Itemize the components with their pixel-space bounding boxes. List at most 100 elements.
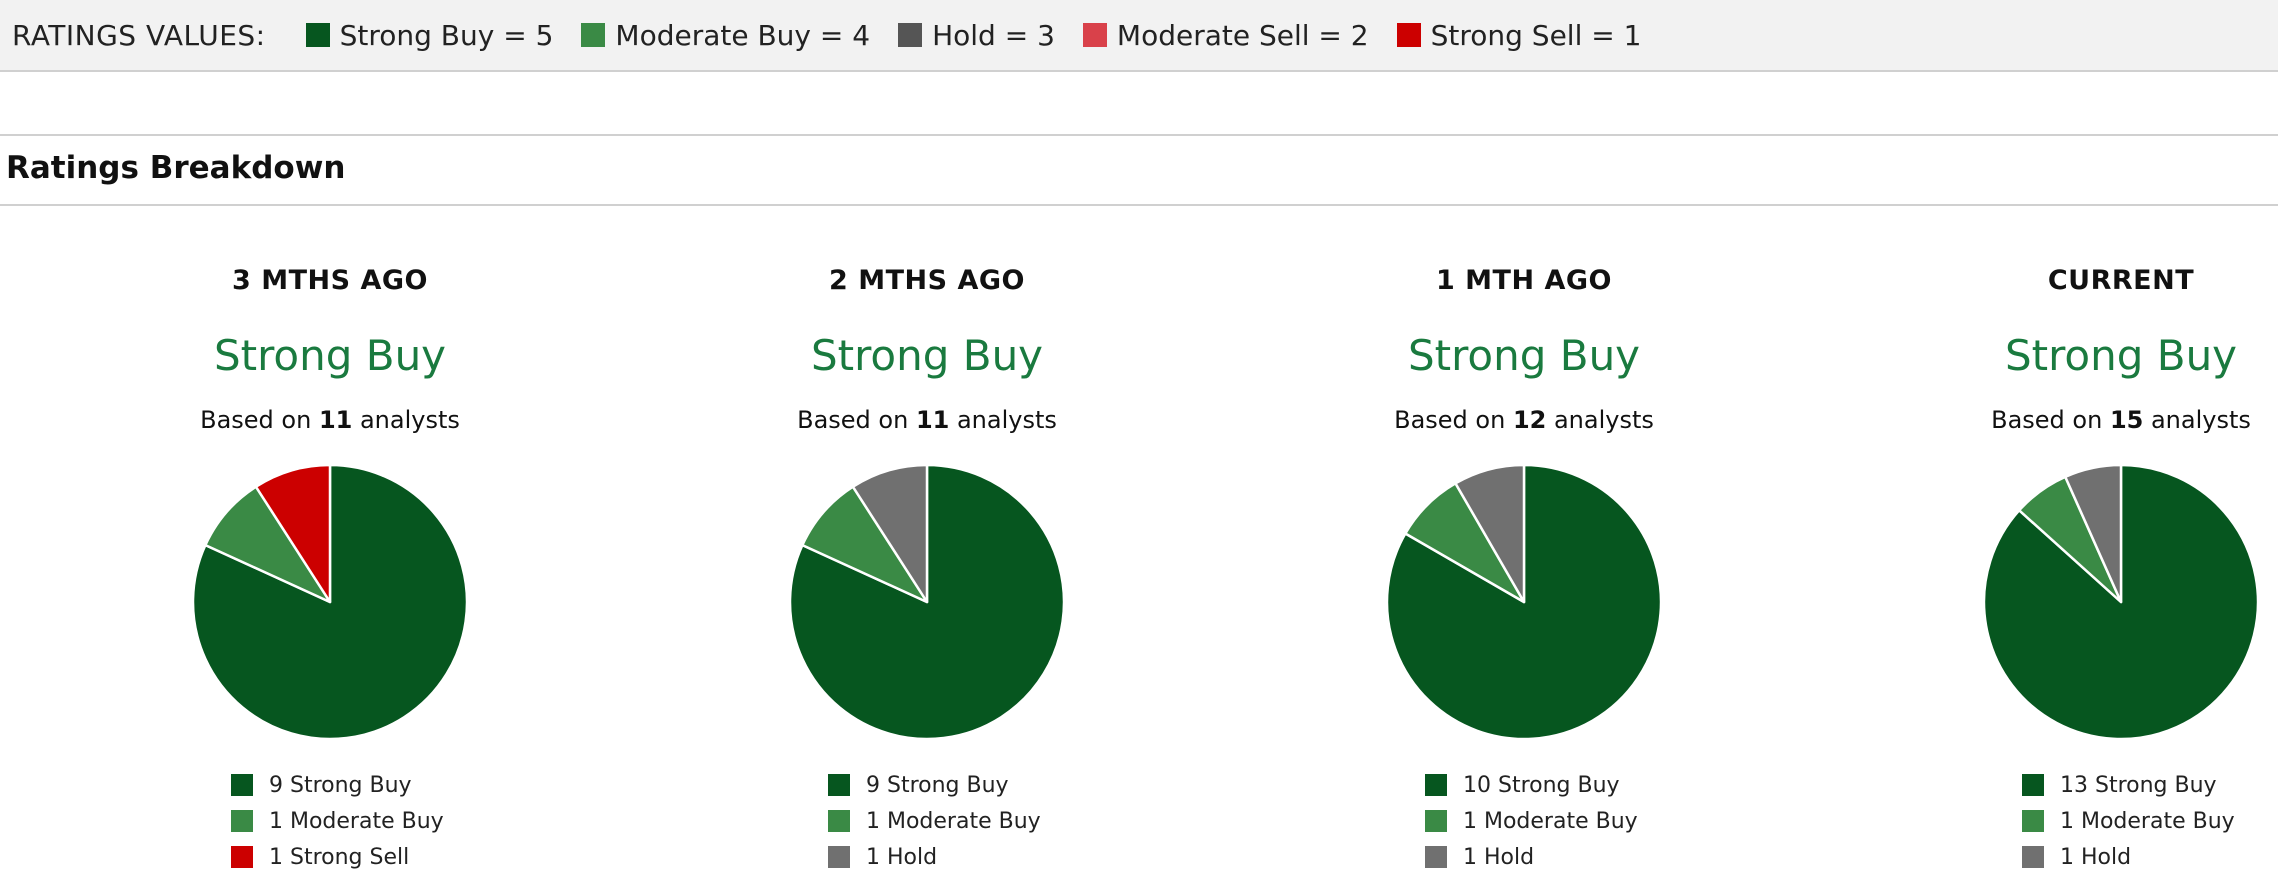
- analyst-number: 15: [2109, 406, 2144, 434]
- legend-item-strong-buy: Strong Buy = 5: [305, 18, 554, 52]
- based-suffix: analysts: [1546, 406, 1654, 434]
- based-suffix: analysts: [949, 406, 1057, 434]
- pie-legend-item: 1 Moderate Buy: [2022, 803, 2235, 839]
- slice-label: 1 Moderate Buy: [2060, 808, 2235, 834]
- slice-swatch: [1425, 774, 1447, 796]
- period-column-current: CURRENT Strong Buy Based on 15 analysts: [1821, 262, 2278, 436]
- consensus-rating: Strong Buy: [810, 331, 1044, 380]
- pie-legend-item: 1 Hold: [828, 839, 1041, 875]
- slice-label: 1 Strong Sell: [269, 844, 410, 870]
- pie-legend-item: 9 Strong Buy: [828, 767, 1041, 803]
- legend-label: Strong Sell = 1: [1430, 18, 1642, 52]
- strong-sell-swatch: [1396, 23, 1421, 47]
- slice-label: 1 Moderate Buy: [269, 808, 444, 834]
- analyst-number: 11: [318, 406, 353, 434]
- moderate-sell-swatch: [1082, 23, 1107, 47]
- slice-swatch: [231, 774, 253, 796]
- divider: [0, 134, 2278, 136]
- pie-slice-1-hold: [1454, 463, 1526, 604]
- slice-label: 1 Moderate Buy: [1463, 808, 1638, 834]
- pie-legend-item: 1 Moderate Buy: [231, 803, 444, 839]
- pie-slice-1-moderate-buy: [204, 485, 332, 604]
- pie-legend-item: 1 Moderate Buy: [828, 803, 1041, 839]
- slice-swatch: [1425, 846, 1447, 868]
- pie-slice-1-hold: [2064, 463, 2123, 604]
- pie-slice-1-hold: [851, 463, 929, 604]
- slice-swatch: [828, 846, 850, 868]
- pie-slice-1-moderate-buy: [801, 485, 929, 604]
- pie-legend-item: 1 Strong Sell: [231, 839, 444, 875]
- pie-slice-9-strong-buy: [191, 463, 469, 741]
- consensus-rating: Strong Buy: [1407, 331, 1641, 380]
- pie-slice-9-strong-buy: [788, 463, 1066, 741]
- pie-chart-2-mths-ago: [788, 463, 1066, 741]
- slice-swatch: [2022, 774, 2044, 796]
- based-prefix: Based on: [1991, 406, 2110, 434]
- slice-swatch: [231, 846, 253, 868]
- consensus-rating: Strong Buy: [2004, 331, 2238, 380]
- analyst-count: Based on 11 analysts: [30, 404, 630, 436]
- slice-label: 9 Strong Buy: [866, 772, 1009, 798]
- pie-legend-1-mth-ago: 10 Strong Buy 1 Moderate Buy 1 Hold: [1425, 767, 1638, 875]
- pie-legend-2-mths-ago: 9 Strong Buy 1 Moderate Buy 1 Hold: [828, 767, 1041, 875]
- legend-item-moderate-sell: Moderate Sell = 2: [1082, 18, 1369, 52]
- slice-label: 13 Strong Buy: [2060, 772, 2217, 798]
- moderate-buy-swatch: [581, 23, 606, 47]
- pie-legend-item: 13 Strong Buy: [2022, 767, 2235, 803]
- slice-label: 1 Hold: [2060, 844, 2132, 870]
- divider: [0, 204, 2278, 206]
- slice-label: 9 Strong Buy: [269, 772, 412, 798]
- pie-chart-1-mth-ago: [1385, 463, 1663, 741]
- legend-item-strong-sell: Strong Sell = 1: [1396, 18, 1642, 52]
- strong-buy-swatch: [305, 23, 330, 47]
- analyst-number: 12: [1512, 406, 1547, 434]
- period-title: 3 MTHS AGO: [232, 265, 428, 296]
- legend-item-hold: Hold = 3: [898, 19, 1055, 52]
- slice-swatch: [231, 810, 253, 832]
- period-column-1-mth-ago: 1 MTH AGO Strong Buy Based on 12 analyst…: [1224, 262, 1824, 436]
- slice-swatch: [828, 810, 850, 832]
- pie-legend-3-mths-ago: 9 Strong Buy 1 Moderate Buy 1 Strong Sel…: [231, 767, 444, 875]
- based-prefix: Based on: [797, 406, 916, 434]
- analyst-number: 11: [915, 406, 950, 434]
- pie-legend-item: 1 Moderate Buy: [1425, 803, 1638, 839]
- section-title: Ratings Breakdown: [6, 150, 346, 186]
- period-column-2-mths-ago: 2 MTHS AGO Strong Buy Based on 11 analys…: [627, 262, 1227, 436]
- slice-label: 10 Strong Buy: [1463, 772, 1620, 798]
- analyst-count: Based on 11 analysts: [627, 404, 1227, 436]
- legend-label: Strong Buy = 5: [339, 18, 554, 52]
- based-suffix: analysts: [352, 406, 460, 434]
- slice-label: 1 Moderate Buy: [866, 808, 1041, 834]
- pie-legend-current: 13 Strong Buy 1 Moderate Buy 1 Hold: [2022, 767, 2235, 875]
- period-title: 2 MTHS AGO: [829, 265, 1025, 296]
- slice-label: 1 Hold: [866, 844, 938, 870]
- pie-chart-current: [1982, 463, 2260, 741]
- analyst-count: Based on 12 analysts: [1224, 404, 1824, 436]
- legend-label: Moderate Buy = 4: [615, 18, 871, 52]
- hold-swatch: [898, 23, 923, 47]
- pie-legend-item: 1 Hold: [1425, 839, 1638, 875]
- consensus-rating: Strong Buy: [213, 331, 447, 380]
- slice-swatch: [2022, 810, 2044, 832]
- slice-swatch: [2022, 846, 2044, 868]
- pie-slice-1-strong-sell: [254, 463, 332, 604]
- period-column-3-mths-ago: 3 MTHS AGO Strong Buy Based on 11 analys…: [30, 262, 630, 436]
- based-prefix: Based on: [200, 406, 319, 434]
- ratings-values-legend: RATINGS VALUES: Strong Buy = 5 Moderate …: [0, 0, 2278, 72]
- period-title: 1 MTH AGO: [1436, 265, 1612, 296]
- legend-label: Hold = 3: [932, 18, 1055, 52]
- pie-legend-item: 9 Strong Buy: [231, 767, 444, 803]
- pie-chart-3-mths-ago: [191, 463, 469, 741]
- based-suffix: analysts: [2143, 406, 2251, 434]
- period-title: CURRENT: [2047, 265, 2195, 296]
- legend-item-moderate-buy: Moderate Buy = 4: [581, 19, 870, 52]
- legend-label: Moderate Sell = 2: [1116, 18, 1369, 52]
- analyst-count: Based on 15 analysts: [1821, 404, 2278, 436]
- pie-legend-item: 1 Hold: [2022, 839, 2235, 875]
- slice-label: 1 Hold: [1463, 844, 1535, 870]
- slice-swatch: [828, 774, 850, 796]
- based-prefix: Based on: [1394, 406, 1513, 434]
- ratings-values-title: RATINGS VALUES:: [12, 18, 266, 52]
- slice-swatch: [1425, 810, 1447, 832]
- pie-legend-item: 10 Strong Buy: [1425, 767, 1638, 803]
